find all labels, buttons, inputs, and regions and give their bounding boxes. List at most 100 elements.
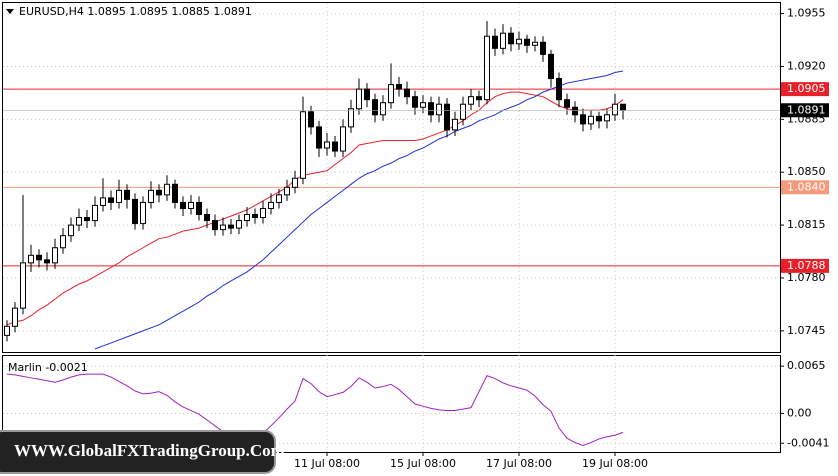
candle-body [100,197,106,206]
candle-body [324,141,330,149]
candle-body [612,103,618,116]
level-label: 1.0840 [787,180,826,193]
candle-body [460,103,466,120]
last-price-label: 1.0891 [787,103,826,116]
candle-body [36,254,42,261]
candle-body [276,194,282,203]
watermark: WWW.GlobalFXTradingGroup.Com [0,430,285,474]
candle-body [28,254,34,264]
candle-body [444,103,450,131]
indicator-pane [2,355,781,453]
candle-body [252,214,258,219]
candle-body [620,103,626,111]
candle-body [68,224,74,237]
main-pane [2,2,781,353]
candle-body [76,217,82,226]
candle-body [508,32,514,45]
candle-body [140,201,146,225]
candle-body [92,204,98,222]
candle-body [60,235,66,249]
candle-body [116,189,122,203]
candle-body [596,115,602,122]
candle-body [220,224,226,231]
candle-body [388,84,394,104]
indicator-line [6,91,624,326]
y-tick-label: 1.0850 [787,165,826,178]
last-price-box [781,103,829,118]
level-box [781,258,829,273]
y-tick-label: 1.0815 [787,218,826,231]
plot-layer: 1.09551.09201.08851.08501.08151.07801.07… [3,3,829,470]
candle-body [180,201,186,209]
candle-body [340,126,346,152]
level-box [781,82,829,97]
candle-body [20,262,26,309]
candle-body [228,224,234,229]
candle-body [556,78,562,101]
y-tick-label: 1.0745 [787,324,826,337]
candle-body [484,35,490,101]
candle-body [492,35,498,49]
candle-body [532,41,538,46]
candle-body [500,32,506,49]
y-tick-label: 0.00 [787,406,812,419]
candle-body [132,198,138,225]
candle-body [204,214,210,222]
candle-body [588,115,594,125]
candle-body [44,259,50,264]
candle-body [244,214,250,222]
menu-triangle [6,9,14,14]
candle-body [268,201,274,209]
candle-body [164,183,170,196]
candle-body [428,102,434,116]
candle-body [468,96,474,105]
candle-body [604,114,610,122]
chart-title: EURUSD,H4 1.0895 1.0895 1.0885 1.0891 [19,5,252,18]
candle-body [372,99,378,116]
candle-body [572,106,578,116]
candle-body [84,217,90,222]
candle-body [396,84,402,90]
candle-body [4,325,10,336]
watermark-text: WWW.GlobalFXTradingGroup.Com [14,441,285,460]
candle-body [156,189,162,196]
candle-body [316,126,322,149]
x-tick-label: 15 Jul 08:00 [390,457,456,470]
candle-body [564,99,570,108]
candle-body [476,96,482,101]
candle-body [52,247,58,264]
candle-body [332,141,338,152]
candle-body [284,186,290,196]
x-tick-label: 19 Jul 08:00 [582,457,648,470]
candle-body [540,41,546,55]
candle-body [348,108,354,128]
candle-body [300,111,306,179]
level-label: 1.0905 [787,82,826,95]
y-tick-label: 1.0955 [787,7,826,20]
candle-body [380,102,386,116]
candle-body [188,201,194,209]
candle-body [356,88,362,110]
candle-body [404,88,410,98]
candle-body [524,38,530,46]
indicator-title: Marlin -0.0021 [8,361,88,374]
candle-body [12,307,18,327]
candle-body [436,103,442,116]
candle-body [412,96,418,108]
candle-body [516,38,522,45]
watermark-box [0,430,276,474]
indicator-line [6,373,624,446]
y-tick-label: 0.0065 [787,359,826,372]
y-tick-label: 1.0780 [787,271,826,284]
candle-body [212,220,218,231]
candle-body [124,189,130,200]
candle-body [292,177,298,188]
y-tick-label: -0.0041 [787,436,829,449]
candle-body [172,183,178,203]
indicator-line [94,70,624,350]
candle-body [308,111,314,128]
candle-body [196,201,202,216]
candle-body [108,197,114,203]
